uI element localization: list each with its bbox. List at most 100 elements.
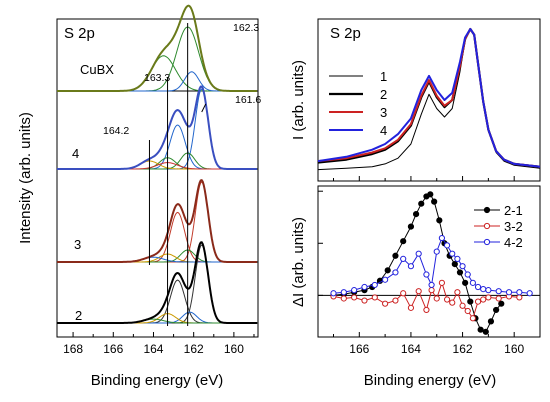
data-point [433,248,440,255]
data-point [382,276,389,283]
data-point [400,238,407,245]
x-tick-label: 164 [143,342,163,356]
data-point [467,298,474,305]
left-xlabel: Binding energy (eV) [91,372,224,389]
data-point [400,255,407,262]
data-point [407,263,415,270]
data-point [433,295,440,302]
data-point [427,191,434,198]
data-point [428,281,435,289]
data-point [480,285,487,293]
data-point [454,255,461,262]
right-top-plot-frame [317,18,541,182]
left-panel-title: S 2p [64,25,95,42]
x-tick-label: 166 [103,342,123,356]
fit-component [57,88,257,170]
left-plot-frame [56,18,259,338]
data-point [482,328,489,335]
legend-label: 1 [380,69,387,84]
legend-label: 4 [380,123,387,138]
spectrum-envelope [57,85,257,170]
data-point [443,296,451,303]
fit-component [57,279,257,324]
left-panel: S 2p CuBX 4 3 2 162.3 163.3 164.2 161.6 168 166… [17,4,261,389]
series-line [317,28,541,168]
spectrum-label: 3 [74,237,81,252]
data-point [495,288,502,295]
x-tick-label: 168 [63,342,83,356]
data-point [449,299,456,306]
data-point [384,267,391,274]
data-point [451,261,458,268]
data-point [415,288,422,295]
data-point [330,290,337,297]
peak-annotation: 161.6 [235,94,261,106]
data-point [474,283,482,291]
data-point [462,279,469,286]
data-point [351,294,358,301]
data-point [428,287,435,294]
peak-annotation: 164.2 [103,125,129,137]
data-point [493,306,500,314]
data-point [454,289,461,296]
data-point [340,289,347,296]
right-bottom-xlabel: Binding energy (eV) [364,372,497,389]
data-point [459,302,466,309]
spectrum-label: CuBX [80,62,114,77]
data-point [392,269,399,276]
peak-annotation: 163.3 [144,72,170,84]
data-point [480,296,487,303]
spectrum-envelope [57,4,257,92]
data-point [407,304,415,311]
data-point [449,250,456,257]
fit-component [57,124,257,170]
data-point [438,279,446,286]
x-tick-label: 166 [349,342,369,356]
x-tick-label: 162 [453,342,473,356]
data-point [498,300,505,307]
fit-component [57,152,257,170]
peak-annotation: 162.3 [233,22,259,34]
data-point [382,300,389,307]
right-bottom-ylabel: ΔI (arb. units) [290,217,307,307]
data-point [392,252,399,259]
data-point [459,263,466,270]
x-tick-label: 160 [504,342,524,356]
data-point [485,287,492,294]
fit-component [57,181,257,263]
data-point [371,281,378,289]
data-point [516,289,523,296]
legend-marker [483,238,491,246]
data-point [423,306,430,314]
legend-label: 3 [380,105,387,120]
spectrum-label: 4 [72,146,79,161]
series-line [317,28,541,171]
legend-label: 2-1 [504,203,523,218]
x-tick-label: 160 [224,342,244,356]
fit-component [57,211,257,263]
data-point [526,290,533,297]
data-point [485,294,492,301]
data-point [443,242,451,249]
data-point [505,289,513,296]
peak-marker-line [201,103,207,113]
data-point [456,269,464,276]
data-point [407,223,415,230]
right-top-panel: S 2p 1 2 3 4 I (arb. units) [290,18,541,182]
data-point [418,200,425,207]
data-point [438,234,446,242]
legend-label: 2 [380,87,387,102]
spectrum-envelope [57,241,257,324]
data-point [431,198,438,205]
legend-label: 4-2 [504,235,523,250]
legend-marker [483,222,491,230]
data-point [469,315,476,322]
x-tick-label: 162 [184,342,204,356]
right-bottom-plot-frame [317,185,541,338]
data-point [361,297,368,304]
data-point [400,290,407,297]
data-point [516,294,523,301]
data-point [340,295,347,302]
data-point [464,307,471,315]
